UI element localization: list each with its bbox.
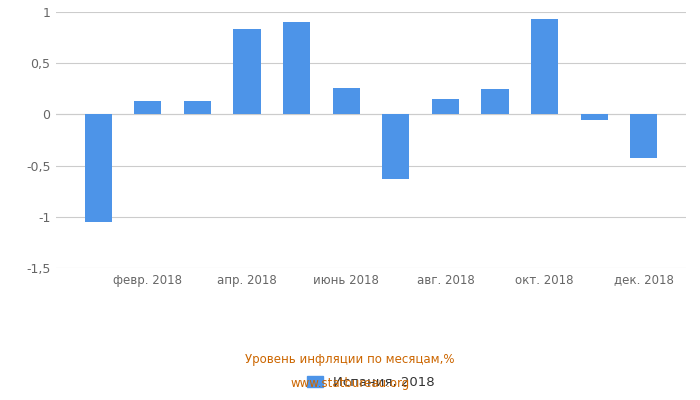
Bar [332,88,360,114]
Bar [580,114,608,120]
Bar [382,114,410,179]
Bar [531,19,558,114]
Bar [85,114,112,222]
Legend: Испания, 2018: Испания, 2018 [302,371,440,394]
Bar [184,101,211,114]
Bar [482,89,509,114]
Bar [283,22,310,114]
Text: Уровень инфляции по месяцам,%: Уровень инфляции по месяцам,% [245,354,455,366]
Bar [432,99,459,114]
Text: www.statbureau.org: www.statbureau.org [290,378,410,390]
Bar [134,101,162,114]
Bar [233,30,260,114]
Bar [630,114,657,158]
